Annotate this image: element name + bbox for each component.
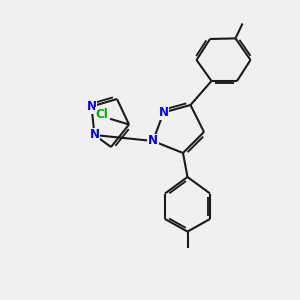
Text: N: N: [148, 134, 158, 148]
Text: N: N: [158, 106, 169, 119]
Text: N: N: [89, 128, 100, 142]
Text: Cl: Cl: [96, 107, 108, 121]
Text: N: N: [86, 100, 97, 113]
